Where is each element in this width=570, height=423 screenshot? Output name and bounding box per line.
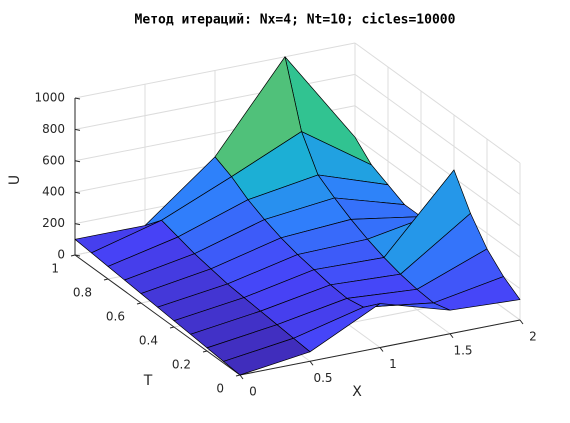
tick-mark (74, 223, 81, 226)
tick-mark (74, 160, 81, 163)
z-tick-label: 200 (42, 216, 65, 230)
z-tick-label: 0 (57, 248, 65, 262)
z-tick-label: 600 (42, 153, 65, 167)
tick-mark (379, 347, 384, 352)
tick-mark (74, 254, 81, 257)
x-axis-label: X (352, 384, 362, 400)
y-tick-label: 0.8 (73, 286, 92, 300)
chart-title: Метод итераций: Nx=4; Nt=10; cicles=1000… (135, 13, 456, 28)
x-tick-label: 1 (389, 357, 397, 371)
tick-mark (235, 374, 241, 377)
tick-mark (202, 350, 208, 353)
x-tick-label: 1.5 (453, 343, 472, 357)
x-tick-label: 2 (529, 330, 537, 344)
tick-mark (449, 333, 454, 339)
grid-line (354, 42, 521, 164)
z-tick-label: 800 (42, 122, 65, 136)
tick-mark (309, 360, 314, 366)
y-tick-label: 1 (51, 262, 59, 276)
grid-line (74, 42, 356, 99)
z-tick-label: 1000 (34, 91, 65, 105)
y-axis (74, 254, 241, 376)
tick-mark (169, 326, 175, 329)
tick-mark (70, 254, 76, 257)
tick-mark (74, 97, 81, 100)
tick-mark (74, 128, 81, 131)
tick-mark (136, 302, 142, 305)
y-tick-label: 0.2 (172, 358, 191, 372)
z-axis-label: U (7, 175, 23, 185)
tick-mark (74, 191, 81, 194)
grid-line (354, 73, 521, 195)
tick-mark (239, 374, 244, 380)
tick-mark (519, 319, 524, 325)
x-tick-label: 0 (249, 385, 257, 399)
z-tick-label: 400 (42, 185, 65, 199)
y-axis-label: T (143, 373, 153, 389)
tick-mark (103, 278, 109, 281)
x-tick-label: 0.5 (313, 371, 332, 385)
y-tick-label: 0.4 (139, 334, 158, 348)
surface-face (223, 337, 311, 376)
y-tick-label: 0.6 (106, 310, 125, 324)
grid-line (354, 105, 521, 227)
y-tick-label: 0 (216, 382, 224, 396)
